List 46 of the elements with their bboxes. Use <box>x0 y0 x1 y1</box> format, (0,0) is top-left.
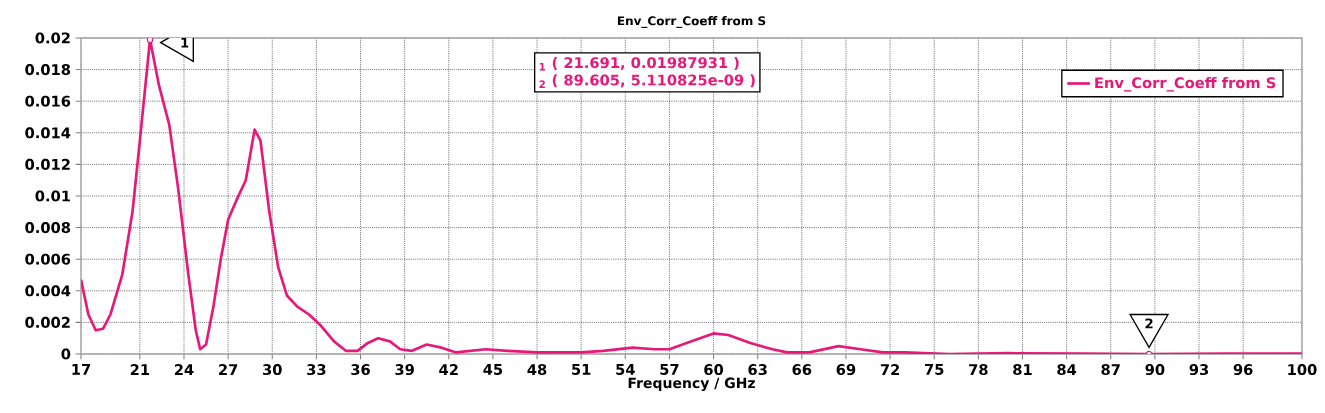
annotation: 1 <box>181 37 189 48</box>
x-tick-label: 75 <box>925 364 944 375</box>
x-tick-label: 100 <box>1288 364 1317 376</box>
x-tick-label: 69 <box>836 364 856 376</box>
x-axis-title: Frequency / GHz <box>628 377 755 392</box>
x-tick-label: 33 <box>307 364 326 376</box>
y-tick-label: 0.02 <box>35 32 70 44</box>
x-tick-label: 93 <box>1189 364 1209 376</box>
x-tick-label: 72 <box>880 364 900 375</box>
x-tick-label: 63 <box>748 364 767 376</box>
y-tick-label: 0.006 <box>25 253 71 265</box>
y-tick-label: 0.004 <box>25 285 71 297</box>
x-tick-label: 24 <box>174 364 194 375</box>
x-tick-label: 30 <box>263 364 282 376</box>
y-tick-label: 0.01 <box>35 190 70 202</box>
x-tick-label: 57 <box>660 364 679 375</box>
annotation: $_{2}$ ( 89.605, 5.110825e-09 ) <box>539 74 755 88</box>
y-tick-label: 0.016 <box>25 95 71 107</box>
x-tick-label: 17 <box>72 364 91 375</box>
x-tick-label: 42 <box>439 364 458 375</box>
y-tick-label: 0.018 <box>25 64 71 76</box>
y-tick-label: 0.002 <box>25 316 70 328</box>
y-tick-label: 0.014 <box>25 127 71 139</box>
x-tick-label: 39 <box>395 364 414 376</box>
x-tick-label: 96 <box>1233 364 1253 376</box>
x-tick-label: 27 <box>219 364 238 375</box>
x-tick-label: 66 <box>792 364 812 376</box>
annotation: 2 <box>1145 318 1153 329</box>
x-tick-label: 48 <box>527 364 547 376</box>
x-tick-label: 81 <box>1013 364 1032 376</box>
x-tick-label: 87 <box>1101 364 1120 376</box>
x-tick-label: 78 <box>969 364 988 376</box>
x-tick-label: 36 <box>351 364 370 376</box>
x-tick-label: 54 <box>616 364 635 375</box>
x-tick-label: 45 <box>483 364 503 375</box>
chart-title: Env_Corr_Coeff from S <box>617 16 766 28</box>
y-tick-label: 0.012 <box>25 158 70 170</box>
legend-label: Env_Corr_Coeff from S <box>1095 76 1276 92</box>
x-tick-label: 84 <box>1057 364 1077 376</box>
x-tick-label: 21 <box>130 364 150 375</box>
y-tick-label: 0.008 <box>25 222 71 234</box>
x-tick-label: 90 <box>1145 364 1165 376</box>
x-tick-label: 51 <box>572 364 591 375</box>
annotation: $_{1}$ ( 21.691, 0.01987931 ) <box>539 56 739 71</box>
x-tick-label: 60 <box>704 364 724 376</box>
y-tick-label: 0 <box>61 348 71 360</box>
